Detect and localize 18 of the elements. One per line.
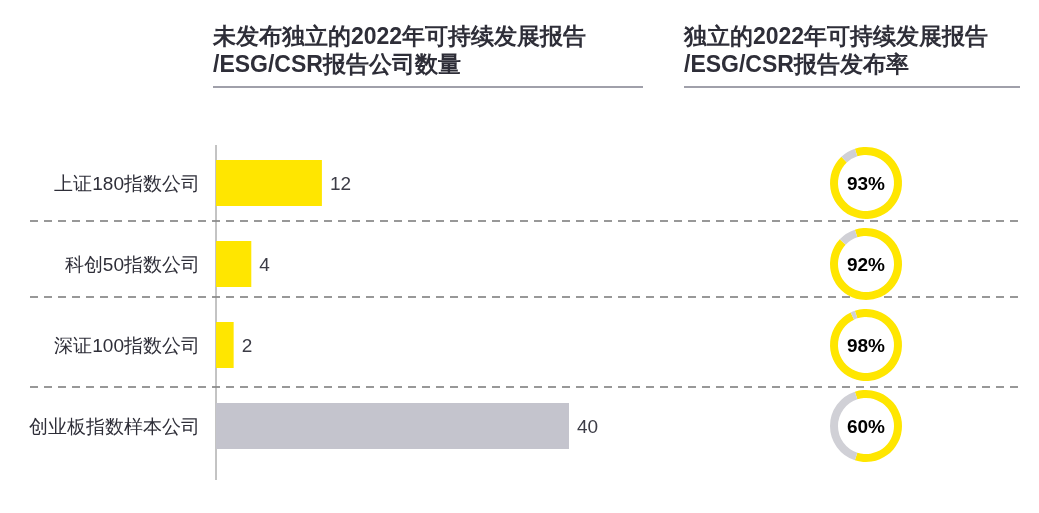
text: 60% <box>846 416 886 437</box>
y-tick-label: 创业板指数样本公司 <box>29 416 200 437</box>
y-tick-label: 深证100指数公司 <box>54 335 200 356</box>
y-tick-label: 科创50指数公司 <box>64 254 200 275</box>
text: 92% <box>846 254 886 275</box>
bar <box>216 160 322 206</box>
data-label: 4 <box>259 254 271 275</box>
data-label: 2 <box>241 335 253 356</box>
text: 98% <box>846 335 886 356</box>
bar <box>216 322 234 368</box>
text: 93% <box>846 173 886 194</box>
data-label: 40 <box>577 416 599 437</box>
chart-title: 未发布独立的2022年可持续发展报告 /ESG/CSR报告公司数量 <box>213 22 643 88</box>
data-label: 12 <box>329 173 352 194</box>
bar <box>216 403 569 449</box>
y-tick-label: 上证180指数公司 <box>54 173 200 194</box>
bar <box>216 241 252 287</box>
chart-title: 独立的2022年可持续发展报告 /ESG/CSR报告发布率 <box>684 22 1020 88</box>
